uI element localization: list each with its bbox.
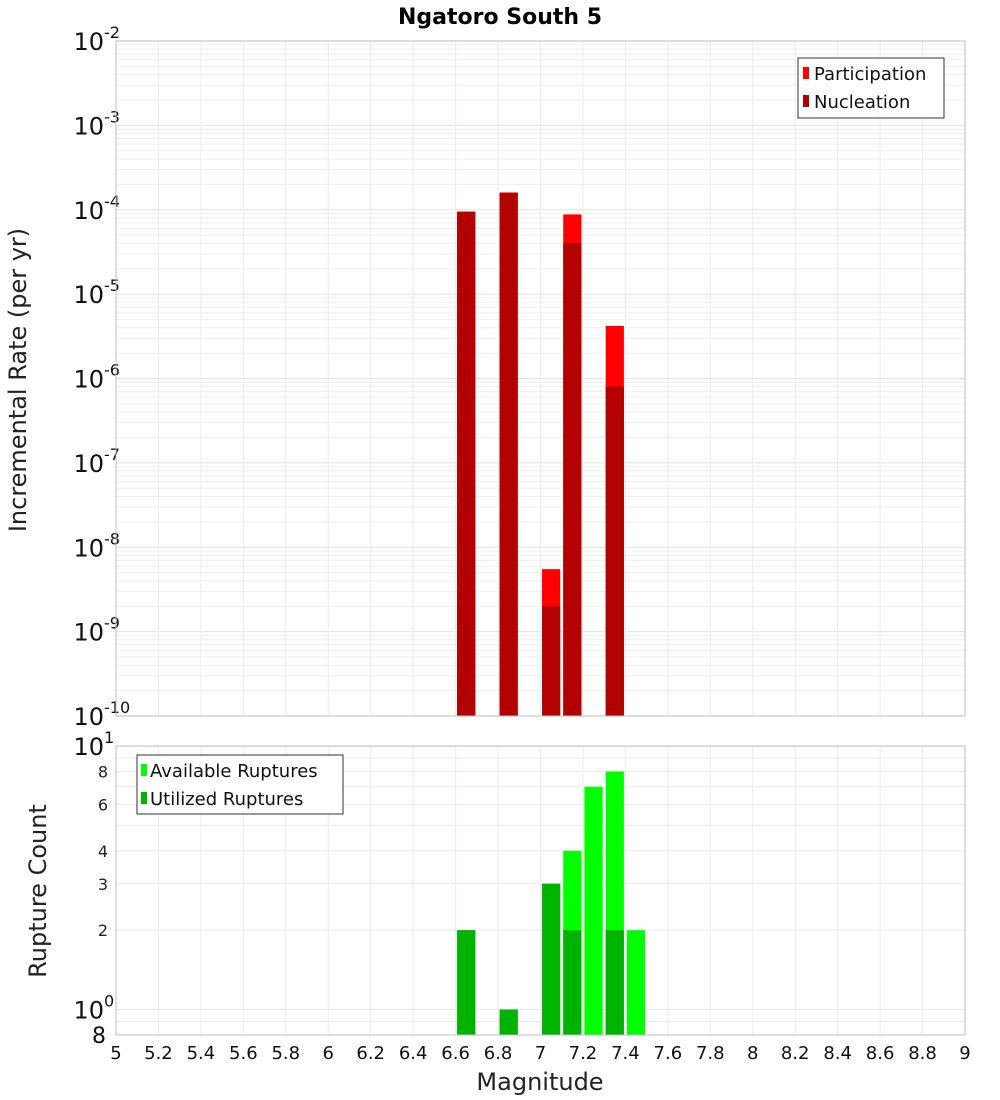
magnitude-x-tick-label: 6.4 bbox=[399, 1043, 428, 1064]
magnitude-x-tick-label: 6.6 bbox=[441, 1043, 470, 1064]
utilized-ruptures-bar bbox=[542, 883, 561, 1035]
magnitude-x-tick-label: 6 bbox=[323, 1043, 334, 1064]
magnitude-x-tick-label: 5.4 bbox=[187, 1043, 216, 1064]
participation-legend-label: Participation bbox=[814, 64, 926, 85]
rate-y-ticks: 10-210-310-410-510-610-710-810-910-10 bbox=[73, 23, 130, 731]
magnitude-x-tick-label: 7 bbox=[535, 1043, 546, 1064]
magnitude-x-tick-label: 7.2 bbox=[569, 1043, 598, 1064]
utilized-legend-label: Utilized Ruptures bbox=[150, 789, 303, 810]
count-y-axis-label: Rupture Count bbox=[24, 804, 52, 978]
rate-bars bbox=[457, 192, 624, 717]
magnitude-x-tick-label: 8.4 bbox=[823, 1043, 852, 1064]
count-legend-box bbox=[136, 754, 344, 815]
count-y-tick-label: 3 bbox=[98, 875, 108, 894]
magnitude-x-tick-label: 8 bbox=[747, 1043, 758, 1064]
rate-y-tick-base: 10 bbox=[73, 619, 104, 647]
nucleation-bar bbox=[563, 243, 582, 717]
rate-y-tick-exponent: -2 bbox=[104, 23, 120, 42]
magnitude-x-tick-label: 6.2 bbox=[356, 1043, 385, 1064]
count-y-tick-label: 2 bbox=[98, 921, 108, 940]
utilized-ruptures-bar bbox=[563, 930, 582, 1035]
magnitude-x-tick-label: 6.8 bbox=[484, 1043, 513, 1064]
participation-legend-swatch bbox=[803, 67, 809, 79]
count-y-tick-exponent: 0 bbox=[104, 991, 114, 1010]
rate-y-axis-label: Incremental Rate (per yr) bbox=[4, 228, 32, 532]
available-ruptures-bar bbox=[584, 786, 603, 1035]
utilized-ruptures-bar bbox=[499, 1009, 518, 1035]
count-y-tick-exponent: 1 bbox=[104, 728, 114, 747]
magnitude-x-tick-label: 8.2 bbox=[781, 1043, 810, 1064]
rate-y-tick-exponent: -9 bbox=[104, 614, 120, 633]
count-y-tick-label: 8 bbox=[98, 763, 108, 782]
count-y-tick-label: 8 bbox=[92, 1024, 106, 1049]
nucleation-legend-swatch bbox=[803, 95, 809, 107]
magnitude-x-tick-label: 5.8 bbox=[271, 1043, 300, 1064]
rate-y-tick-base: 10 bbox=[73, 28, 104, 56]
rate-y-tick-base: 10 bbox=[73, 450, 104, 478]
count-y-tick-base: 10 bbox=[73, 996, 104, 1024]
rate-y-tick-exponent: -6 bbox=[104, 361, 120, 380]
rate-y-tick-base: 10 bbox=[73, 112, 104, 140]
magnitude-x-tick-label: 5.2 bbox=[144, 1043, 173, 1064]
magnitude-x-tick-label: 7.4 bbox=[611, 1043, 640, 1064]
rate-y-tick-exponent: -5 bbox=[104, 276, 120, 295]
count-y-tick-base: 10 bbox=[73, 733, 104, 761]
count-y-tick-label: 4 bbox=[98, 842, 108, 861]
magnitude-x-ticks: 5 5.2 5.4 5.6 5.8 6 6.2 6.4 6.6 6.8 7 7.2 7.4 7.6 7.8 8… bbox=[110, 1043, 970, 1064]
rate-plot-frame bbox=[115, 40, 966, 717]
count-plot-frame bbox=[115, 745, 966, 1036]
rate-y-tick-exponent: -7 bbox=[104, 445, 120, 464]
magnitude-x-tick-label: 7.8 bbox=[696, 1043, 725, 1064]
magnitude-x-tick-label: 7.6 bbox=[654, 1043, 683, 1064]
x-axis-label: Magnitude bbox=[476, 1068, 603, 1096]
rate-panel: 10-210-310-410-510-610-710-810-910-10 In… bbox=[4, 23, 966, 731]
nucleation-bar bbox=[499, 192, 518, 717]
rate-y-tick-base: 10 bbox=[73, 197, 104, 225]
rate-y-tick-exponent: -4 bbox=[104, 192, 120, 211]
rate-y-tick-base: 10 bbox=[73, 703, 104, 731]
count-legend: Available Ruptures Utilized Ruptures bbox=[136, 754, 344, 815]
rate-grid bbox=[115, 41, 966, 717]
rate-y-tick-exponent: -8 bbox=[104, 529, 120, 548]
nucleation-bar bbox=[457, 211, 476, 716]
rate-y-tick-base: 10 bbox=[73, 281, 104, 309]
rate-y-tick-base: 10 bbox=[73, 366, 104, 394]
chart-title: Ngatoro South 5 bbox=[398, 5, 602, 30]
count-bars bbox=[457, 771, 646, 1035]
available-legend-swatch bbox=[141, 764, 147, 776]
available-legend-label: Available Ruptures bbox=[150, 761, 318, 782]
count-y-tick-label: 6 bbox=[98, 795, 108, 814]
magnitude-x-tick-label: 9 bbox=[959, 1043, 970, 1064]
rate-y-tick-exponent: -10 bbox=[104, 698, 130, 717]
nucleation-legend-label: Nucleation bbox=[814, 92, 910, 113]
rate-y-tick-exponent: -3 bbox=[104, 107, 120, 126]
utilized-ruptures-bar bbox=[605, 930, 624, 1035]
nucleation-bar bbox=[542, 606, 561, 716]
nucleation-bar bbox=[605, 386, 624, 716]
magnitude-x-tick-label: 5.6 bbox=[229, 1043, 258, 1064]
available-ruptures-bar bbox=[626, 930, 646, 1035]
rate-legend-box bbox=[797, 57, 945, 119]
utilized-ruptures-bar bbox=[457, 930, 476, 1035]
rate-legend: Participation Nucleation bbox=[797, 57, 945, 119]
rate-y-tick-base: 10 bbox=[73, 534, 104, 562]
magnitude-x-tick-label: 5 bbox=[110, 1043, 121, 1064]
magnitude-x-tick-label: 8.6 bbox=[866, 1043, 895, 1064]
utilized-legend-swatch bbox=[141, 792, 147, 804]
magnitude-x-tick-label: 8.8 bbox=[908, 1043, 937, 1064]
